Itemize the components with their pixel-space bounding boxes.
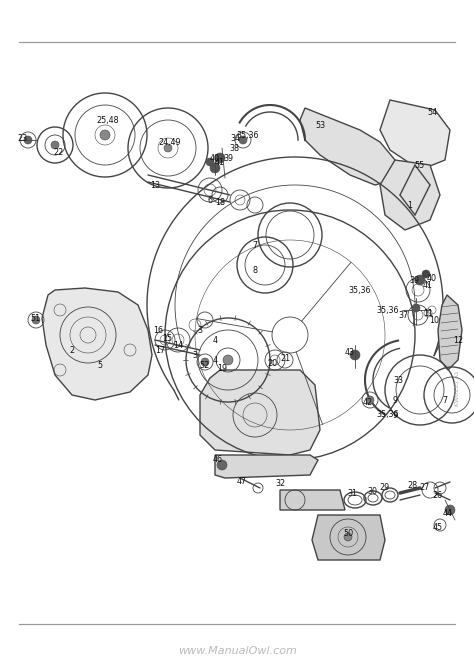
Text: 9: 9 (392, 411, 398, 419)
Text: 41: 41 (423, 281, 433, 289)
Text: 24,49: 24,49 (159, 137, 182, 147)
Text: 1: 1 (408, 200, 412, 210)
Text: www.ManualOwl.com: www.ManualOwl.com (178, 647, 296, 656)
Text: 40: 40 (427, 273, 437, 283)
Text: 7: 7 (253, 241, 257, 249)
Polygon shape (300, 108, 395, 185)
Polygon shape (438, 295, 462, 370)
Text: 35,36: 35,36 (349, 285, 371, 295)
Text: 40: 40 (210, 153, 220, 163)
Text: 50: 50 (343, 529, 353, 537)
Text: 45: 45 (433, 523, 443, 533)
Circle shape (412, 304, 420, 312)
Text: 39: 39 (223, 153, 233, 163)
Text: 26: 26 (432, 490, 442, 500)
Text: 35,36: 35,36 (377, 306, 399, 314)
Text: 22: 22 (53, 147, 63, 157)
Text: 33: 33 (393, 375, 403, 385)
Text: 17: 17 (155, 346, 165, 354)
Text: KW0135 A1: KW0135 A1 (455, 371, 460, 407)
Polygon shape (200, 370, 320, 455)
Text: 34: 34 (230, 133, 240, 143)
Polygon shape (380, 160, 440, 230)
Text: 30: 30 (367, 488, 377, 496)
Text: 4: 4 (212, 356, 218, 364)
Circle shape (350, 350, 360, 360)
Polygon shape (42, 288, 152, 400)
Circle shape (344, 533, 352, 541)
Polygon shape (280, 490, 345, 510)
Circle shape (100, 130, 110, 140)
Text: 41: 41 (215, 157, 225, 167)
Circle shape (366, 396, 374, 404)
Text: 10: 10 (429, 316, 439, 324)
Circle shape (445, 505, 455, 515)
Circle shape (415, 275, 425, 285)
Text: 54: 54 (427, 107, 437, 117)
Circle shape (201, 358, 209, 366)
Circle shape (210, 163, 220, 173)
Text: 43: 43 (345, 348, 355, 356)
Polygon shape (380, 100, 450, 170)
Text: 31: 31 (347, 490, 357, 498)
Text: 19: 19 (217, 364, 227, 373)
Text: 5: 5 (98, 360, 102, 369)
Text: 2: 2 (69, 346, 74, 354)
Circle shape (164, 144, 172, 152)
Text: 8: 8 (253, 265, 257, 275)
Circle shape (32, 316, 40, 324)
Text: 4: 4 (212, 336, 218, 344)
Text: 55: 55 (415, 161, 425, 170)
Text: 3: 3 (192, 350, 198, 360)
Circle shape (217, 460, 227, 470)
Text: 3: 3 (198, 326, 202, 334)
Text: 44: 44 (443, 509, 453, 519)
Circle shape (24, 136, 32, 144)
Circle shape (51, 141, 59, 149)
Text: 6: 6 (208, 196, 212, 204)
Text: 29: 29 (380, 484, 390, 492)
Polygon shape (312, 515, 385, 560)
Text: 35,36: 35,36 (237, 131, 259, 139)
Text: 52: 52 (200, 360, 210, 369)
Circle shape (215, 153, 225, 163)
Text: 27: 27 (420, 484, 430, 492)
Circle shape (206, 158, 214, 166)
Text: 9: 9 (392, 395, 398, 405)
Text: 14: 14 (173, 340, 183, 350)
Text: 42: 42 (363, 397, 373, 407)
Text: 39: 39 (409, 275, 419, 285)
Text: 23: 23 (17, 133, 27, 143)
Text: 46: 46 (213, 456, 223, 464)
Text: 16: 16 (153, 326, 163, 334)
Text: 37: 37 (398, 310, 408, 320)
Text: 13: 13 (150, 180, 160, 190)
Text: 15: 15 (162, 334, 172, 342)
Polygon shape (215, 455, 318, 478)
Text: 32: 32 (275, 480, 285, 488)
Text: 21: 21 (280, 354, 290, 362)
Circle shape (422, 270, 430, 278)
Circle shape (239, 136, 247, 144)
Text: 20: 20 (267, 358, 277, 368)
Text: 18: 18 (215, 198, 225, 206)
Text: 51: 51 (30, 314, 40, 322)
Text: 53: 53 (315, 121, 325, 129)
Text: 12: 12 (453, 336, 463, 344)
Text: 28: 28 (407, 482, 417, 490)
Text: 47: 47 (237, 478, 247, 486)
Text: 7: 7 (442, 395, 447, 405)
Text: 25,48: 25,48 (97, 115, 119, 125)
Text: 35,36: 35,36 (377, 411, 399, 419)
Text: 38: 38 (229, 143, 239, 153)
Text: 11: 11 (423, 308, 433, 318)
Circle shape (223, 355, 233, 365)
